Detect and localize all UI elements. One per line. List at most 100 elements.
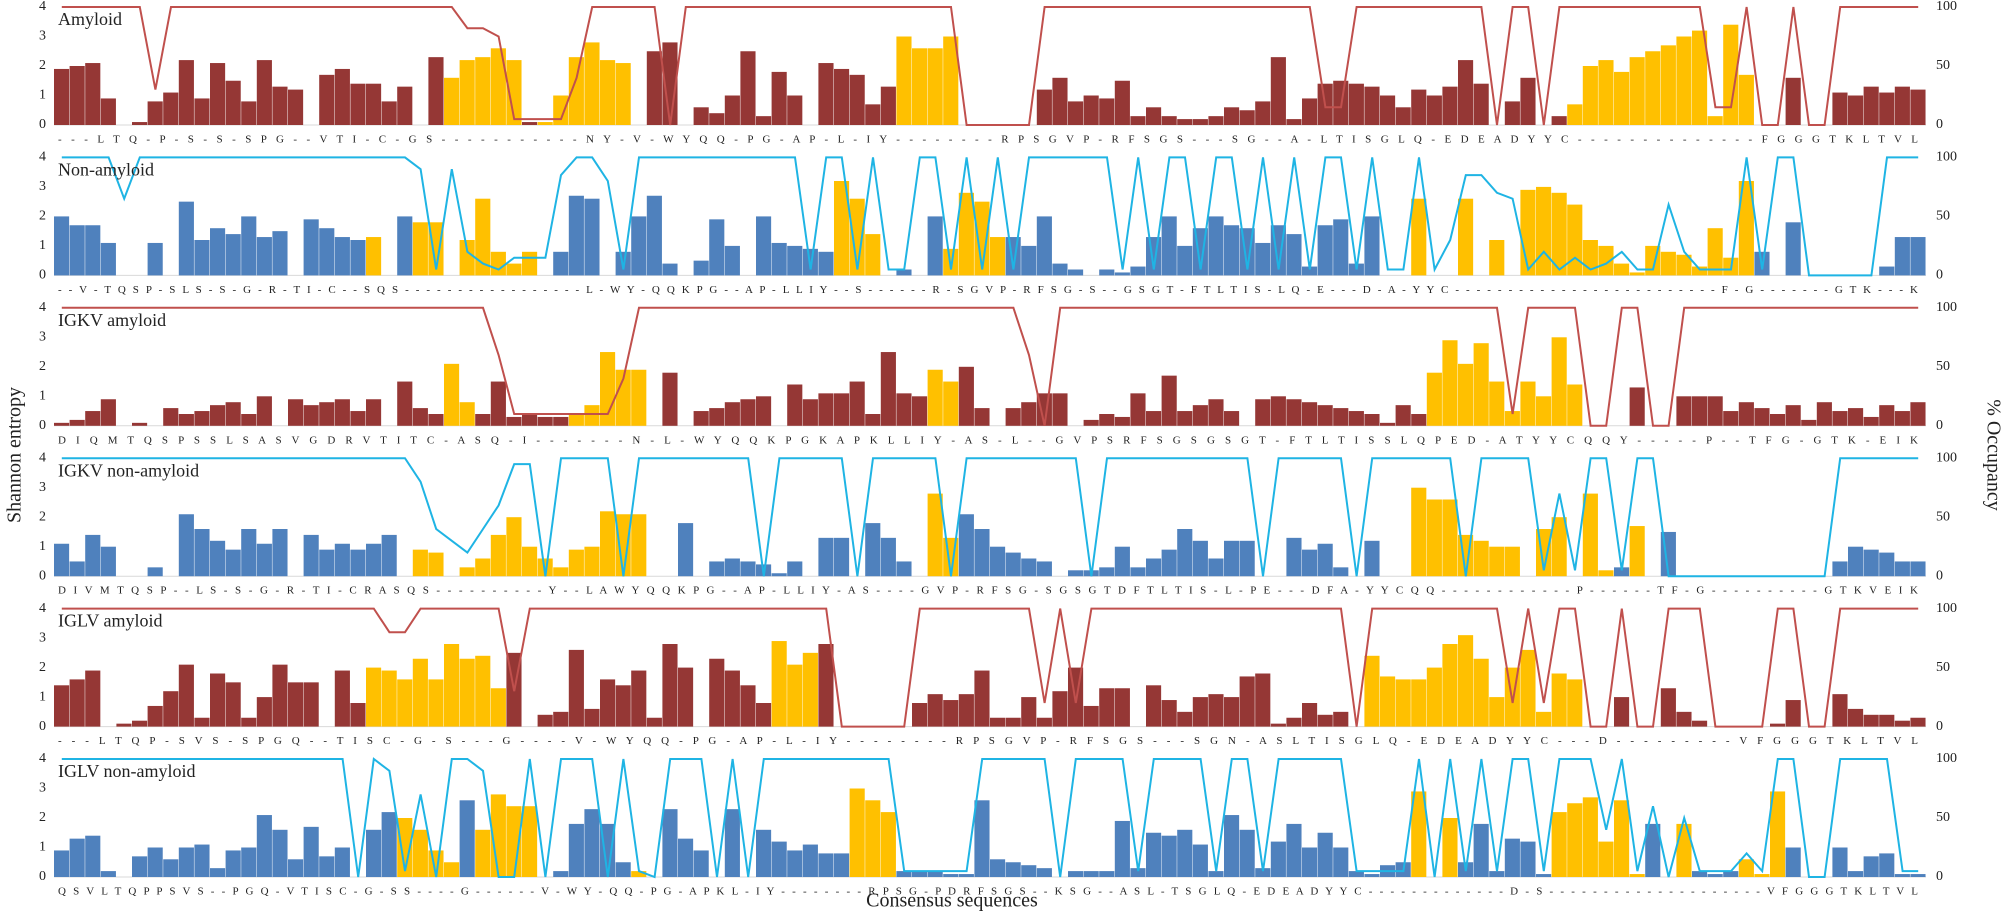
bar: [1364, 874, 1380, 877]
bar: [568, 649, 584, 727]
bar: [1099, 871, 1115, 877]
bar: [865, 523, 881, 577]
bar: [412, 408, 428, 426]
bar: [1785, 405, 1801, 426]
y-tick-label: 3: [39, 781, 46, 796]
y2-tick-label: 0: [1936, 268, 1943, 283]
y2-axis-title: % Occupancy: [1982, 399, 2004, 511]
consensus-sequence: Q S V L T Q P P S V S - - P G Q - V T I …: [58, 886, 1918, 898]
bar: [1551, 673, 1567, 727]
bar: [1130, 868, 1146, 877]
bar: [1567, 104, 1583, 125]
bar: [693, 850, 709, 877]
bar: [1364, 216, 1380, 276]
bar: [1052, 263, 1068, 276]
bar: [1676, 396, 1692, 426]
bar: [69, 838, 85, 877]
bar: [1036, 561, 1052, 577]
y-tick-label: 3: [39, 29, 46, 44]
bar: [1177, 829, 1193, 877]
bar: [381, 534, 397, 577]
bar: [428, 679, 444, 727]
bar: [974, 800, 990, 877]
bar: [787, 95, 803, 125]
y-tick-label: 1: [39, 539, 46, 554]
bar: [896, 561, 912, 577]
bar: [1270, 841, 1286, 877]
y2-tick-label: 50: [1936, 509, 1950, 524]
bar: [69, 225, 85, 276]
bar: [1879, 714, 1895, 727]
bar: [194, 240, 210, 276]
bar: [1832, 694, 1848, 727]
panel-title: Non-amyloid: [58, 160, 154, 180]
bar: [584, 546, 600, 577]
bar: [1411, 487, 1427, 577]
bar: [366, 237, 382, 276]
y-tick-label: 3: [39, 630, 46, 645]
bar: [490, 688, 506, 727]
bar: [303, 826, 319, 877]
bar: [1848, 95, 1864, 125]
bar: [490, 251, 506, 276]
bar: [958, 366, 974, 426]
bar: [412, 222, 428, 276]
bar: [724, 245, 740, 276]
bar: [1083, 705, 1099, 727]
y2-tick-label: 100: [1936, 150, 1957, 165]
bar: [880, 537, 896, 577]
bar: [1286, 537, 1302, 577]
bar: [1816, 402, 1832, 426]
y2-tick-label: 0: [1936, 418, 1943, 433]
bar: [256, 543, 272, 577]
bar: [210, 228, 226, 276]
bar: [1504, 838, 1520, 877]
bar: [444, 862, 460, 877]
bar: [1302, 402, 1318, 426]
bar: [1052, 393, 1068, 426]
bar: [896, 36, 912, 125]
bar: [334, 399, 350, 426]
bar: [1208, 558, 1224, 577]
bar: [631, 514, 647, 577]
y-tick-label: 4: [39, 300, 46, 315]
bar: [1005, 717, 1021, 727]
bar: [1021, 402, 1037, 426]
y-axis-title: Shannon entropy: [4, 387, 26, 523]
bar: [1317, 714, 1333, 727]
bar: [849, 198, 865, 276]
occupancy-line: [61, 757, 1919, 879]
bar: [1036, 717, 1052, 727]
bar: [1255, 101, 1271, 125]
bar: [880, 352, 896, 426]
bar: [506, 806, 522, 877]
bar: [444, 77, 460, 125]
bar: [85, 411, 101, 426]
bar: [958, 694, 974, 727]
y2-tick-label: 0: [1936, 719, 1943, 734]
bar: [756, 829, 772, 877]
bar: [631, 369, 647, 426]
bar: [1770, 791, 1786, 877]
bar: [1177, 411, 1193, 426]
bar: [1114, 820, 1130, 877]
bar: [1848, 871, 1864, 877]
y2-tick-label: 50: [1936, 58, 1950, 73]
bar: [1333, 847, 1349, 877]
bar: [288, 399, 304, 426]
y-tick-label: 2: [39, 660, 46, 675]
bar: [1286, 717, 1302, 727]
bar: [849, 74, 865, 125]
bar: [1879, 405, 1895, 426]
bar: [194, 844, 210, 877]
bar: [1317, 543, 1333, 577]
bar: [256, 396, 272, 426]
bar: [132, 422, 148, 426]
bar: [756, 703, 772, 727]
bar: [381, 101, 397, 125]
bar: [1130, 393, 1146, 426]
bar: [522, 414, 538, 426]
bar: [506, 416, 522, 426]
bar: [1114, 546, 1130, 577]
bar: [1286, 399, 1302, 426]
